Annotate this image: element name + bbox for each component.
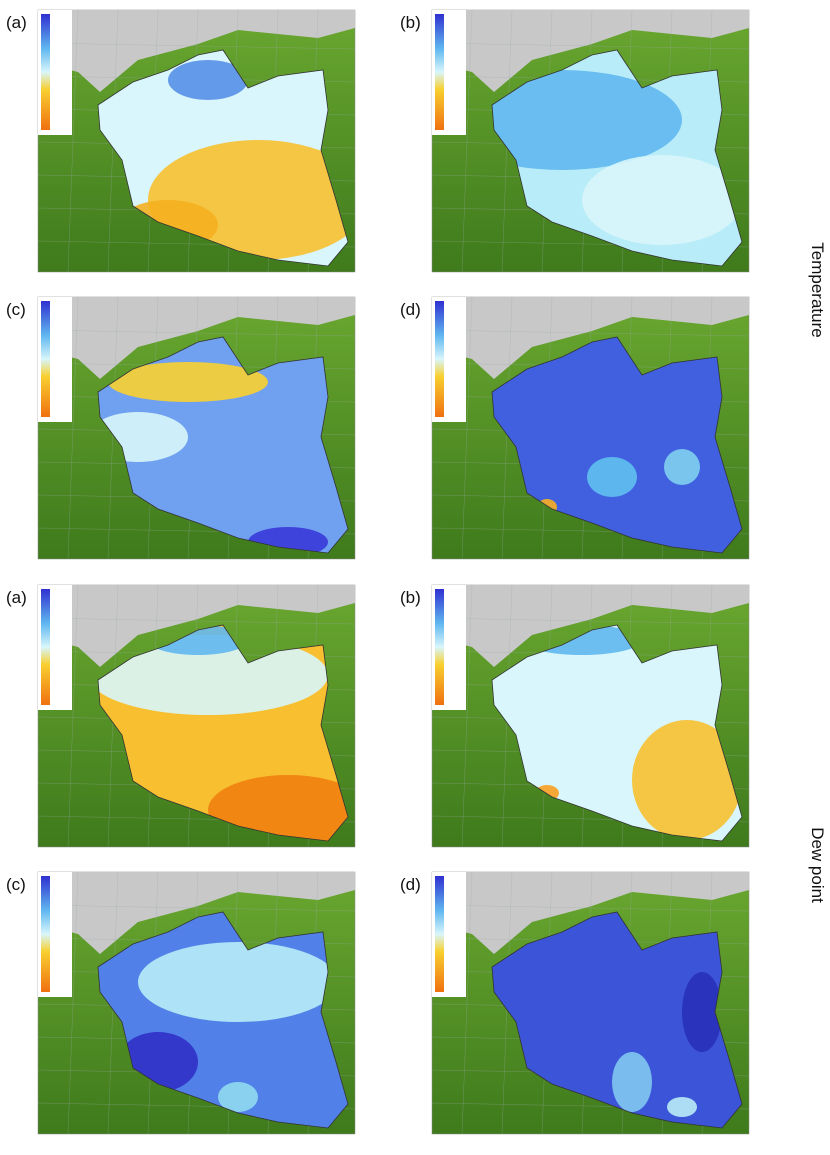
field-blob	[612, 1052, 652, 1112]
field-blob	[632, 720, 742, 840]
colorbar	[41, 876, 50, 992]
colorbar	[435, 14, 444, 130]
colorbar	[41, 14, 50, 130]
field-blob	[138, 942, 338, 1022]
map-panel	[431, 584, 750, 848]
poland	[492, 337, 742, 553]
graticule	[461, 9, 473, 273]
border	[97, 49, 349, 267]
panel-label: (d)	[400, 875, 421, 894]
field-blob	[682, 972, 722, 1052]
panel-label: (c)	[6, 875, 26, 894]
map-panel	[431, 9, 750, 273]
graticule	[461, 584, 473, 848]
field-blob	[582, 155, 742, 245]
field-blob	[667, 1097, 697, 1117]
map-panel	[37, 296, 356, 560]
border	[491, 624, 743, 842]
border	[491, 336, 743, 554]
field-blob	[218, 1082, 258, 1112]
colorbar	[435, 589, 444, 705]
map-panel	[431, 296, 750, 560]
map-panel	[37, 9, 356, 273]
row-label: Dew point	[808, 827, 827, 903]
graticule	[67, 584, 79, 848]
poland	[492, 625, 742, 841]
field-blob	[587, 457, 637, 497]
colorbar	[41, 589, 50, 705]
panel-label: (b)	[400, 588, 421, 607]
panel-label: (a)	[6, 588, 27, 607]
row-label: Temperature	[808, 242, 827, 337]
panel-label: (c)	[6, 300, 26, 319]
map-panel	[431, 871, 750, 1135]
colorbar	[435, 301, 444, 417]
graticule	[461, 871, 473, 1135]
panel-label: (b)	[400, 13, 421, 32]
colorbar	[435, 876, 444, 992]
border	[491, 911, 743, 1129]
border	[97, 911, 349, 1129]
border	[491, 49, 743, 267]
map-panel	[37, 871, 356, 1135]
graticule	[67, 9, 79, 273]
border	[97, 336, 349, 554]
field-blob	[208, 775, 348, 841]
colorbar	[41, 301, 50, 417]
graticule	[67, 871, 79, 1135]
field-blob	[664, 449, 700, 485]
panels	[37, 9, 750, 1135]
graticule	[67, 296, 79, 560]
field-blob	[168, 60, 248, 100]
map-panel	[37, 584, 356, 848]
graticule	[461, 296, 473, 560]
panel-label: (d)	[400, 300, 421, 319]
field-blob	[108, 362, 268, 402]
border	[97, 624, 349, 842]
panel-label: (a)	[6, 13, 27, 32]
